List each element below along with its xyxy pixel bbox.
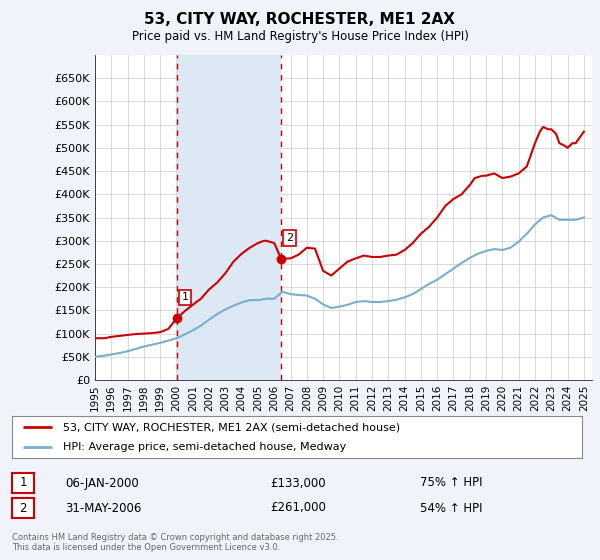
Text: 2: 2 xyxy=(19,502,27,515)
Text: £133,000: £133,000 xyxy=(270,477,326,489)
Text: 54% ↑ HPI: 54% ↑ HPI xyxy=(420,502,482,515)
Bar xyxy=(177,55,281,380)
Text: HPI: Average price, semi-detached house, Medway: HPI: Average price, semi-detached house,… xyxy=(64,442,347,452)
Text: 06-JAN-2000: 06-JAN-2000 xyxy=(65,477,139,489)
Text: 2: 2 xyxy=(286,233,293,243)
Text: 31-MAY-2006: 31-MAY-2006 xyxy=(65,502,142,515)
Text: Price paid vs. HM Land Registry's House Price Index (HPI): Price paid vs. HM Land Registry's House … xyxy=(131,30,469,43)
Text: Contains HM Land Registry data © Crown copyright and database right 2025.
This d: Contains HM Land Registry data © Crown c… xyxy=(12,533,338,552)
Text: 53, CITY WAY, ROCHESTER, ME1 2AX: 53, CITY WAY, ROCHESTER, ME1 2AX xyxy=(145,12,455,27)
Text: £261,000: £261,000 xyxy=(270,502,326,515)
Text: 1: 1 xyxy=(181,292,188,302)
Text: 75% ↑ HPI: 75% ↑ HPI xyxy=(420,477,482,489)
Text: 1: 1 xyxy=(19,477,27,489)
Text: 53, CITY WAY, ROCHESTER, ME1 2AX (semi-detached house): 53, CITY WAY, ROCHESTER, ME1 2AX (semi-d… xyxy=(64,422,400,432)
